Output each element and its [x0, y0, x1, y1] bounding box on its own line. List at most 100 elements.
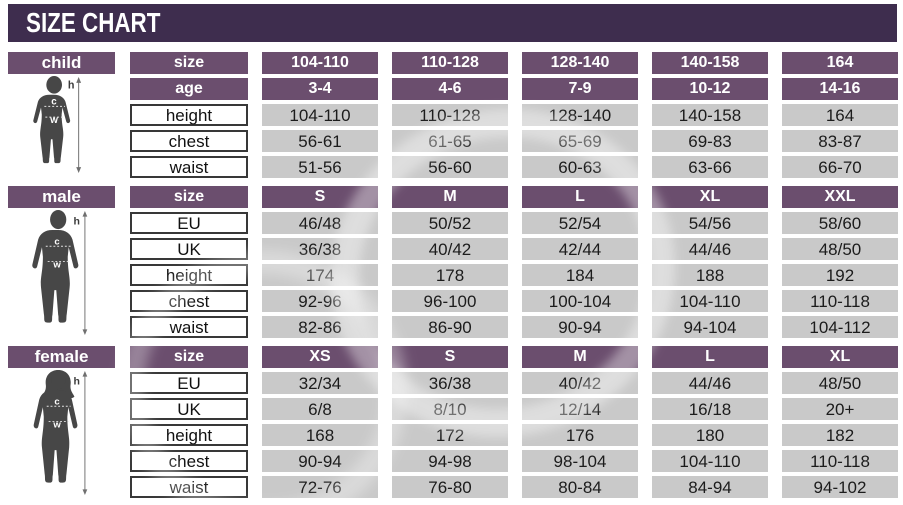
row-label-height: height [130, 104, 248, 126]
value-cell: 104-110 [652, 450, 768, 472]
row-label-EU: EU [130, 212, 248, 234]
child-figure-column: child h c w [8, 52, 115, 178]
size-header-cell: XL [782, 346, 898, 368]
value-cell: 56-61 [262, 130, 378, 152]
chest-arrow-label: c [54, 396, 60, 407]
value-cell: 164 [782, 104, 898, 126]
value-cell: 6/8 [262, 398, 378, 420]
value-cell: 52/54 [522, 212, 638, 234]
size-table-male: size S M L XL XXL EU 46/48 50/52 52/54 54/56 58/60 U… [130, 186, 898, 338]
value-cell: 50/52 [392, 212, 508, 234]
value-cell: 182 [782, 424, 898, 446]
value-cell: 104-110 [652, 290, 768, 312]
value-cell: 36/38 [392, 372, 508, 394]
value-cell: 8/10 [392, 398, 508, 420]
value-cell: 69-83 [652, 130, 768, 152]
value-cell: 80-84 [522, 476, 638, 498]
value-cell: 40/42 [392, 238, 508, 260]
title-banner: SIZE CHART [8, 4, 897, 42]
value-cell: 58/60 [782, 212, 898, 234]
value-cell: 104-110 [262, 104, 378, 126]
size-table-child: size 104-110 110-128 128-140 140-158 164 age 3-… [130, 52, 898, 178]
size-header-cell: S [392, 346, 508, 368]
value-cell: 56-60 [392, 156, 508, 178]
value-cell: 48/50 [782, 372, 898, 394]
row-header-size: size [130, 186, 248, 208]
size-header-cell: 104-110 [262, 52, 378, 74]
row-label-UK: UK [130, 398, 248, 420]
chest-arrow-label: c [51, 96, 57, 107]
male-figure-column: male h c w [8, 186, 115, 338]
size-header-cell: M [522, 346, 638, 368]
value-cell: 188 [652, 264, 768, 286]
size-header-cell: XXL [782, 186, 898, 208]
size-header-cell: S [262, 186, 378, 208]
value-cell: 94-102 [782, 476, 898, 498]
value-cell: 100-104 [522, 290, 638, 312]
size-table-female: size XS S M L XL EU 32/34 36/38 40/42 44/46 48/50 UK… [130, 346, 898, 498]
value-cell: 168 [262, 424, 378, 446]
row-label-waist: waist [130, 316, 248, 338]
section-child: child h c w size 104-110 110-1 [8, 52, 898, 178]
female-figure-column: female h c w [8, 346, 115, 498]
waist-arrow-label: w [52, 259, 61, 270]
row-label-waist: waist [130, 156, 248, 178]
height-arrow-label: h [73, 375, 79, 387]
value-cell: 12/14 [522, 398, 638, 420]
value-cell: 66-70 [782, 156, 898, 178]
waist-arrow-label: w [49, 115, 58, 126]
size-header-cell: XS [262, 346, 378, 368]
section-male: male h c w size S M L XL XXL EU 46/48 50/52 52/54… [8, 186, 898, 338]
size-header-cell: L [522, 186, 638, 208]
row-label-chest: chest [130, 130, 248, 152]
section-label-male: male [8, 186, 115, 208]
value-cell: 110-118 [782, 450, 898, 472]
value-cell: 110-128 [392, 104, 508, 126]
value-cell: 94-98 [392, 450, 508, 472]
size-header-cell: L [652, 346, 768, 368]
value-cell: 82-86 [262, 316, 378, 338]
value-cell: 42/44 [522, 238, 638, 260]
page-title: SIZE CHART [26, 7, 161, 38]
size-header-cell: 164 [782, 52, 898, 74]
female-silhouette-icon: h c w [20, 368, 104, 498]
row-label-chest: chest [130, 450, 248, 472]
section-label-female: female [8, 346, 115, 368]
height-arrow-label: h [67, 80, 74, 92]
value-cell: 32/34 [262, 372, 378, 394]
value-cell: 72-76 [262, 476, 378, 498]
row-header-size: size [130, 52, 248, 74]
size-header-cell: 128-140 [522, 52, 638, 74]
value-cell: 51-56 [262, 156, 378, 178]
value-cell: 44/46 [652, 372, 768, 394]
value-cell: 20+ [782, 398, 898, 420]
value-cell: 83-87 [782, 130, 898, 152]
value-cell: 60-63 [522, 156, 638, 178]
size-header-cell: M [392, 186, 508, 208]
value-cell: 61-65 [392, 130, 508, 152]
child-silhouette-icon: h c w [25, 74, 99, 178]
size-header-cell: 110-128 [392, 52, 508, 74]
value-cell: 140-158 [652, 104, 768, 126]
value-cell: 46/48 [262, 212, 378, 234]
value-cell: 184 [522, 264, 638, 286]
value-cell: 90-94 [522, 316, 638, 338]
row-label-waist: waist [130, 476, 248, 498]
value-cell: 65-69 [522, 130, 638, 152]
value-cell: 84-94 [652, 476, 768, 498]
size-header-cell: 140-158 [652, 52, 768, 74]
size-header-cell: 3-4 [262, 78, 378, 100]
male-silhouette-icon: h c w [20, 208, 104, 338]
value-cell: 92-96 [262, 290, 378, 312]
value-cell: 174 [262, 264, 378, 286]
row-label-height: height [130, 264, 248, 286]
row-header-age: age [130, 78, 248, 100]
row-header-size: size [130, 346, 248, 368]
value-cell: 40/42 [522, 372, 638, 394]
value-cell: 172 [392, 424, 508, 446]
row-label-EU: EU [130, 372, 248, 394]
value-cell: 104-112 [782, 316, 898, 338]
section-label-child: child [8, 52, 115, 74]
value-cell: 98-104 [522, 450, 638, 472]
